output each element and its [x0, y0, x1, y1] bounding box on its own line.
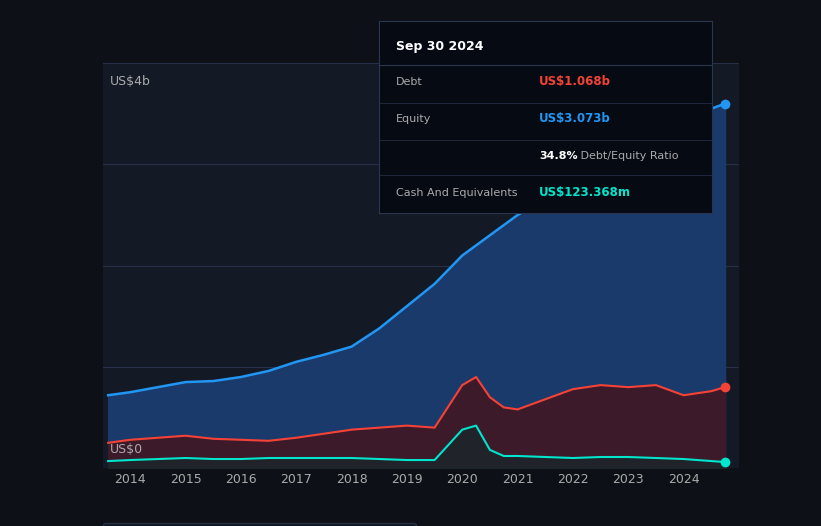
- Text: US$1.068b: US$1.068b: [539, 75, 611, 88]
- Text: US$3.073b: US$3.073b: [539, 113, 611, 126]
- Text: US$123.368m: US$123.368m: [539, 186, 631, 199]
- Text: 34.8%: 34.8%: [539, 151, 577, 161]
- Legend: Debt, Equity, Cash And Equivalents: Debt, Equity, Cash And Equivalents: [103, 523, 415, 526]
- Text: Debt: Debt: [396, 76, 423, 86]
- Text: US$4b: US$4b: [110, 75, 151, 88]
- Text: Debt/Equity Ratio: Debt/Equity Ratio: [577, 151, 679, 161]
- Text: Sep 30 2024: Sep 30 2024: [396, 41, 484, 53]
- Text: US$0: US$0: [110, 443, 144, 456]
- Text: Equity: Equity: [396, 114, 431, 124]
- Text: Cash And Equivalents: Cash And Equivalents: [396, 188, 517, 198]
